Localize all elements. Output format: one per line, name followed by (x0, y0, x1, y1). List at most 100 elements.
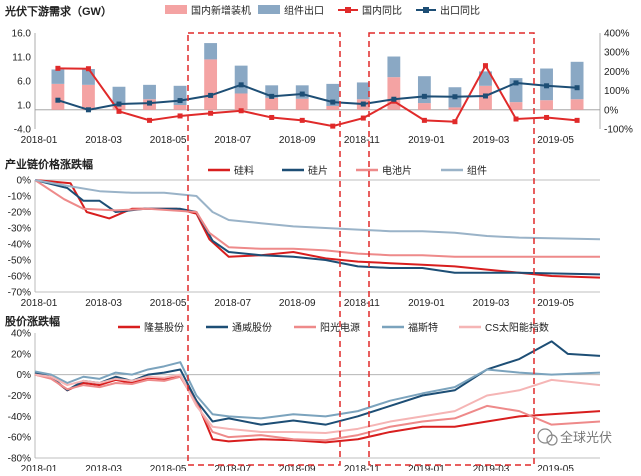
bar-domestic (326, 105, 340, 110)
y-tick-label: -60% (8, 272, 31, 283)
legend-label-domestic: 国内新增装机 (191, 4, 251, 17)
marker-domestic-yoy (421, 117, 427, 123)
marker-domestic-yoy (299, 117, 305, 123)
x-tick-label: 2018-01 (21, 135, 58, 146)
x-tick-label: 2019-03 (473, 464, 510, 471)
legend-marker-domestic-yoy (345, 7, 351, 13)
panel-stock-axes: 40% 20% 0% -20% -40% -60% -80%2018-01 2018-03 20… (8, 329, 600, 475)
panel-demand-title: 光伏下游需求（GW） (4, 4, 112, 18)
panel-demand-lines (55, 63, 580, 129)
x-tick-label: 2018-09 (279, 135, 316, 146)
panel-chain-price: 产业链价格涨跌幅 硅料 硅片 电池片 组件 0% -10% -20% -30% -40% -50… (5, 157, 601, 309)
y-left-tick-label: -4.0 (14, 125, 32, 136)
bar-domestic (509, 102, 523, 110)
y-tick-label: -80% (8, 454, 31, 465)
bar-export (143, 84, 156, 100)
panel-demand: 光伏下游需求（GW） 国内新增装机 组件出口 国内同比 出口同比 16.0 11.… (4, 4, 633, 146)
y-tick-label: -40% (8, 412, 31, 423)
panel-stock-lines (34, 340, 601, 444)
panel-chain-price-axes: 0% -10% -20% -30% -40% -50% -60% -70%2018-01 201… (8, 176, 600, 309)
bar-export (356, 82, 370, 100)
x-tick-label: 2018-09 (279, 464, 316, 471)
series-line (34, 179, 600, 258)
x-tick-label: 2019-01 (408, 298, 445, 309)
legend-marker-export-yoy (423, 7, 429, 13)
y-right-tick-label: 400% (604, 29, 630, 40)
marker-export-yoy (421, 93, 427, 99)
bar-domestic (265, 97, 279, 110)
y-tick-label: -40% (8, 240, 31, 251)
x-tick-label: 2018-11 (344, 298, 380, 309)
x-tick-label: 2019-05 (537, 135, 574, 146)
y-left-tick-label: 6.0 (17, 77, 31, 88)
bar-export (51, 69, 65, 84)
series-line (34, 179, 601, 276)
bar-domestic (51, 83, 65, 110)
x-tick-label: 2019-03 (473, 135, 510, 146)
legend-label-domestic-yoy: 国内同比 (362, 4, 402, 17)
panel-stock-legend: 隆基股份 通威股份 阳光电源 福斯特 CS太阳能指数 (118, 321, 549, 334)
bar-domestic (540, 100, 553, 110)
bar-export (204, 43, 218, 60)
panel-stock: 股价涨跌幅 隆基股份 通威股份 阳光电源 福斯特 CS太阳能指数 40% 20% 0% -20… (5, 314, 601, 475)
legend-label: 组件 (467, 164, 487, 177)
bar-export (479, 71, 492, 86)
watermark-text: 全球光伏 (560, 430, 612, 445)
marker-domestic-yoy (574, 117, 580, 123)
bar-domestic (417, 103, 431, 110)
marker-export-yoy (391, 96, 397, 102)
y-right-tick-label: 100% (604, 86, 630, 97)
legend-swatch-domestic (165, 5, 187, 14)
x-tick-label: 2018-07 (214, 135, 251, 146)
bar-domestic (173, 105, 187, 110)
marker-domestic-yoy (85, 66, 91, 72)
marker-domestic-yoy (147, 117, 153, 123)
x-tick-label: 2019-05 (537, 464, 574, 471)
x-tick-label: 2018-01 (21, 464, 58, 471)
marker-domestic-yoy (544, 114, 550, 120)
y-tick-label: 0% (17, 176, 32, 187)
legend-label: CS太阳能指数 (485, 321, 549, 334)
series-line (34, 179, 601, 279)
x-tick-label: 2018-07 (214, 298, 251, 309)
highlight-box-1 (187, 32, 341, 466)
marker-export-yoy (299, 91, 305, 97)
watermark: 全球光伏 (537, 428, 612, 446)
marker-domestic-yoy (452, 119, 458, 125)
y-left-tick-label: 1.0 (17, 101, 31, 112)
marker-export-yoy (360, 101, 366, 107)
series-line (34, 361, 601, 420)
series-line (34, 373, 601, 444)
marker-domestic-yoy (360, 115, 366, 121)
bar-domestic (234, 93, 248, 110)
panel-stock-title: 股价涨跌幅 (5, 314, 60, 328)
marker-domestic-yoy (208, 110, 214, 116)
line-domestic-yoy (57, 63, 578, 128)
bar-domestic (387, 77, 401, 110)
x-tick-label: 2019-05 (537, 298, 574, 309)
x-tick-label: 2019-01 (408, 135, 445, 146)
x-tick-label: 2018-11 (344, 464, 380, 471)
x-tick-label: 2018-09 (279, 298, 316, 309)
legend-label: 隆基股份 (144, 321, 184, 334)
marker-domestic-yoy (269, 114, 275, 120)
bar-export (82, 69, 95, 85)
y-left-tick-label: 11.0 (12, 53, 31, 64)
y-tick-label: 20% (11, 349, 31, 360)
x-tick-label: 2018-07 (214, 464, 251, 471)
y-tick-label: -10% (8, 192, 31, 203)
y-tick-label: -20% (8, 391, 31, 402)
bar-export (570, 61, 584, 100)
bar-domestic (570, 99, 584, 110)
wechat-icon-small (546, 434, 558, 446)
marker-domestic-yoy (55, 65, 61, 71)
bar-domestic (82, 84, 95, 110)
y-tick-label: 0% (17, 370, 32, 381)
y-right-tick-label: 200% (604, 67, 630, 78)
bar-export (417, 76, 431, 104)
legend-label: 福斯特 (408, 321, 438, 334)
x-tick-label: 2018-03 (85, 135, 122, 146)
highlight-box-2 (368, 32, 535, 466)
